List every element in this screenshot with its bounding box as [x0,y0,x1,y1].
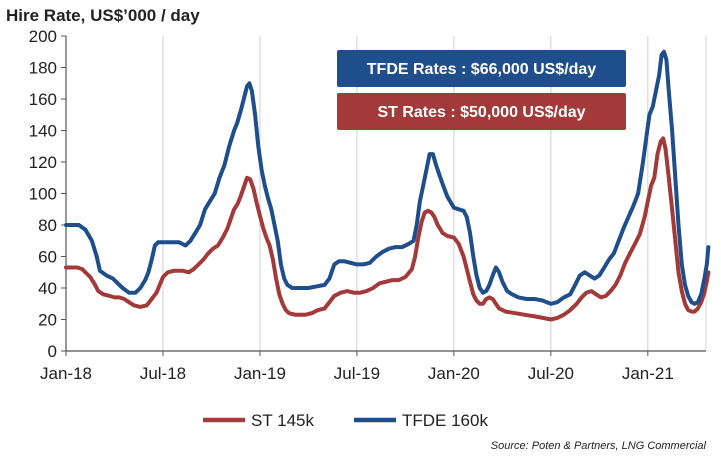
y-tick-label: 180 [29,59,57,78]
plot-area [64,49,711,322]
y-tick-label: 60 [38,248,57,267]
y-tick-label: 20 [38,311,57,330]
y-tick-label: 120 [29,153,57,172]
tfde-annotation-text: TFDE Rates : $66,000 US$/day [367,61,597,78]
tfde-annotation: TFDE Rates : $66,000 US$/day [337,50,626,87]
x-tick-label: Jan-21 [622,364,674,383]
tfde-annotation-box [337,50,626,87]
chart-title: Hire Rate, US$’000 / day [6,6,200,25]
x-tick-label: Jan-19 [234,364,286,383]
y-tick-label: 100 [29,185,57,204]
axes: Jan-18 Jul-18 Jan-19 Jul-19 Jan-20 Jul-20 Jan-… [29,27,706,383]
x-tick-label: Jul-20 [528,364,574,383]
x-tick-label: Jul-19 [334,364,380,383]
series-line-tfde-160k [64,49,711,306]
y-tick-label: 0 [48,342,57,361]
y-tick-label: 80 [38,216,57,235]
y-tick-label: 140 [29,122,57,141]
x-tick-label: Jul-18 [140,364,186,383]
y-tick-label: 40 [38,279,57,298]
legend-label-st: ST 145k [251,411,315,430]
y-tick-label: 160 [29,90,57,109]
st-annotation-box [337,93,626,130]
st-annotation-text: ST Rates : $50,000 US$/day [377,104,585,121]
series-line-st-145k [64,136,711,322]
st-annotation: ST Rates : $50,000 US$/day [337,93,626,130]
x-tick-label: Jan-18 [40,364,92,383]
legend: ST 145k TFDE 160k [203,411,488,430]
legend-label-tfde: TFDE 160k [402,411,488,430]
x-tick-label: Jan-20 [428,364,480,383]
y-tick-label: 200 [29,27,57,46]
source-note: Source: Poten & Partners, LNG Commercial [491,440,707,452]
